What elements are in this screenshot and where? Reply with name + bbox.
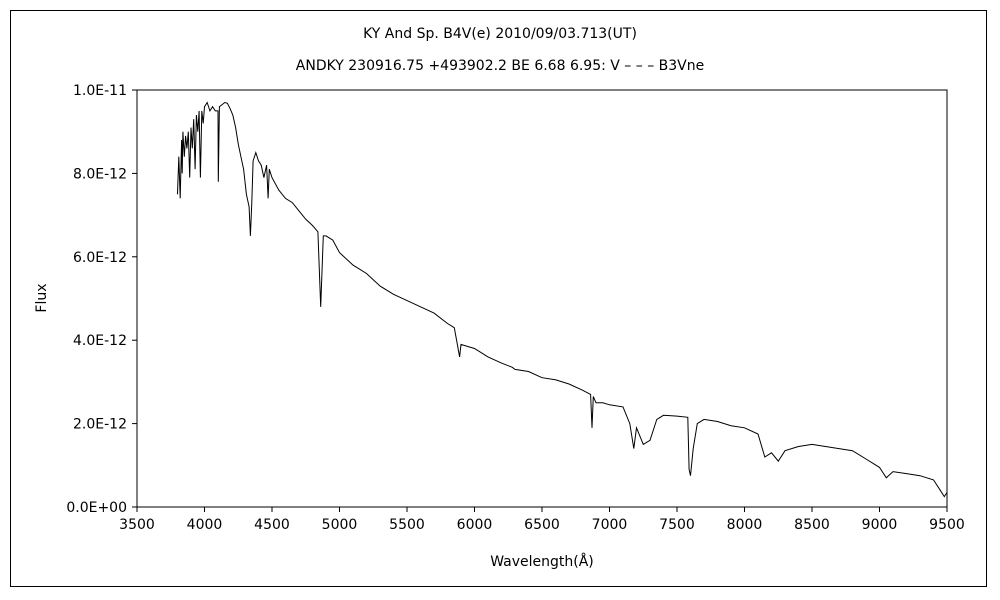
x-axis-label: Wavelength(Å) — [490, 553, 594, 570]
x-tick-label: 7500 — [659, 517, 695, 533]
x-tick-label: 7000 — [592, 517, 628, 533]
chart-title: KY And Sp. B4V(e) 2010/09/03.713(UT) — [363, 26, 637, 42]
x-tick-label: 8500 — [794, 517, 830, 533]
x-tick-label: 8000 — [727, 517, 763, 533]
x-tick-label: 5000 — [322, 517, 358, 533]
chart-subtitle: ANDKY 230916.75 +493902.2 BE 6.68 6.95: … — [296, 58, 704, 74]
y-tick-label: 4.0E-12 — [73, 333, 127, 349]
chart-frame — [10, 10, 987, 587]
x-tick-label: 9500 — [929, 517, 965, 533]
y-tick-label: 8.0E-12 — [73, 166, 127, 182]
spectrum-line — [177, 101, 948, 498]
plot-area — [136, 89, 948, 508]
x-tick-label: 3500 — [119, 517, 155, 533]
x-tick-label: 4500 — [254, 517, 290, 533]
x-tick-label: 6500 — [524, 517, 560, 533]
y-axis: 0.0E+00 2.0E-12 4.0E-12 6.0E-12 8.0E-12 1.0E-… — [66, 83, 137, 516]
y-tick-label: 1.0E-11 — [73, 83, 127, 99]
y-tick-label: 6.0E-12 — [73, 250, 127, 266]
x-tick-label: 9000 — [862, 517, 898, 533]
y-tick-label: 2.0E-12 — [73, 417, 127, 433]
y-axis-label: Flux — [34, 283, 50, 312]
y-tick-label: 0.0E+00 — [66, 500, 127, 516]
x-axis: 3500 4000 4500 5000 5500 6000 6500 7000 7500 8000… — [119, 507, 965, 533]
x-tick-label: 5500 — [389, 517, 425, 533]
x-tick-label: 4000 — [187, 517, 223, 533]
x-tick-label: 6000 — [457, 517, 493, 533]
series-layer — [177, 101, 948, 498]
